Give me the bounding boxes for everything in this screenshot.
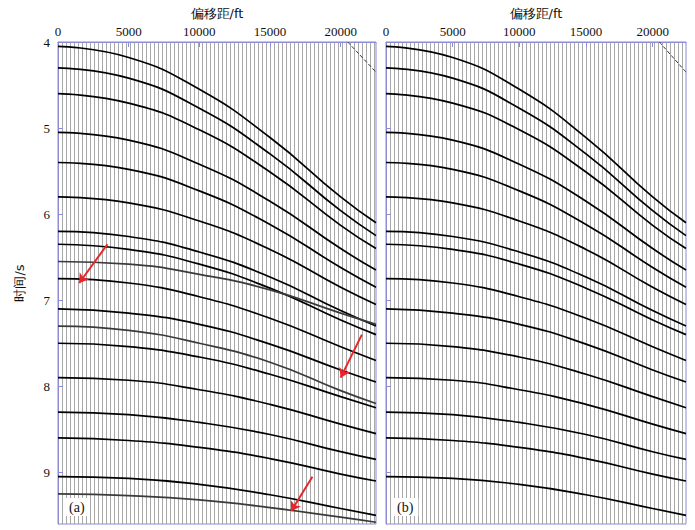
svg-text:(b): (b): [397, 500, 414, 516]
svg-text:15000: 15000: [254, 24, 287, 39]
svg-text:4: 4: [44, 35, 51, 50]
svg-text:20000: 20000: [324, 24, 357, 39]
svg-text:8: 8: [44, 379, 51, 394]
svg-text:10000: 10000: [503, 24, 536, 39]
svg-text:时间/s: 时间/s: [12, 264, 27, 301]
svg-text:偏移距/ft: 偏移距/ft: [510, 6, 563, 21]
svg-text:7: 7: [44, 293, 51, 308]
svg-text:偏移距/ft: 偏移距/ft: [191, 6, 244, 21]
svg-text:(a): (a): [69, 500, 85, 516]
svg-text:6: 6: [44, 207, 51, 222]
svg-text:5000: 5000: [440, 24, 466, 39]
svg-text:0: 0: [383, 24, 390, 39]
svg-text:5000: 5000: [116, 24, 142, 39]
svg-text:0: 0: [55, 24, 62, 39]
svg-text:20000: 20000: [636, 24, 669, 39]
svg-text:10000: 10000: [183, 24, 216, 39]
svg-text:9: 9: [44, 465, 51, 480]
svg-text:5: 5: [44, 121, 51, 136]
svg-text:15000: 15000: [570, 24, 603, 39]
